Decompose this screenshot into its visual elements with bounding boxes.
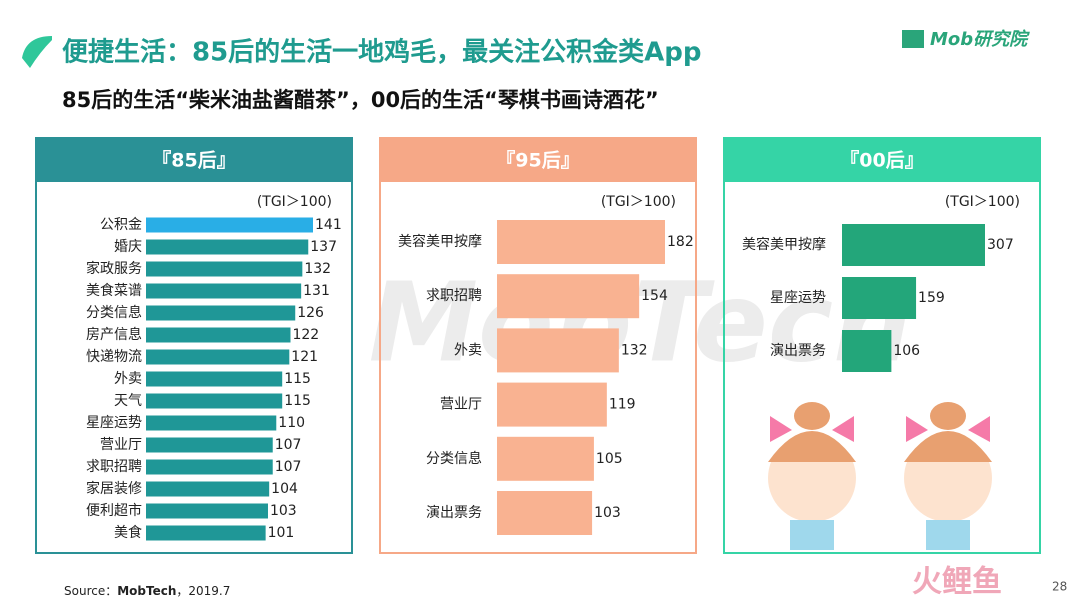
bar bbox=[146, 503, 268, 519]
bar bbox=[497, 436, 594, 481]
source-date: ，2019.7 bbox=[176, 584, 230, 598]
category-label: 公积金 bbox=[100, 217, 142, 233]
category-label: 快递物流 bbox=[86, 349, 142, 365]
category-label: 分类信息 bbox=[86, 304, 142, 321]
bar bbox=[146, 261, 303, 277]
panel-subtitle: (TGI＞100) bbox=[257, 194, 332, 210]
value-label: 107 bbox=[275, 459, 302, 475]
bar bbox=[146, 459, 273, 475]
value-label: 119 bbox=[609, 397, 636, 413]
bar bbox=[146, 393, 283, 409]
value-label: 132 bbox=[304, 261, 331, 277]
bar bbox=[842, 330, 892, 372]
value-label: 131 bbox=[303, 283, 330, 299]
value-label: 104 bbox=[271, 481, 298, 497]
panel-title: 『00后』 bbox=[840, 150, 923, 172]
panel-subtitle: (TGI＞100) bbox=[601, 194, 676, 210]
value-label: 154 bbox=[641, 288, 668, 304]
value-label: 115 bbox=[284, 393, 311, 409]
category-label: 便利超市 bbox=[86, 502, 142, 519]
value-label: 115 bbox=[284, 371, 311, 387]
value-label: 101 bbox=[268, 525, 295, 541]
page-number: 28 bbox=[1052, 580, 1067, 594]
panel-header bbox=[380, 138, 696, 182]
value-label: 159 bbox=[918, 290, 945, 306]
bar bbox=[146, 437, 273, 453]
category-label: 求职招聘 bbox=[426, 288, 482, 304]
category-label: 婚庆 bbox=[114, 239, 142, 255]
value-label: 132 bbox=[621, 342, 648, 358]
value-label: 137 bbox=[310, 239, 337, 255]
category-label: 星座运势 bbox=[770, 290, 826, 306]
value-label: 107 bbox=[275, 437, 302, 453]
bar bbox=[842, 224, 985, 266]
category-label: 演出票务 bbox=[426, 505, 482, 521]
title-icon bbox=[22, 36, 52, 68]
value-label: 106 bbox=[893, 343, 920, 359]
bar bbox=[146, 283, 302, 299]
panel-title: 『85后』 bbox=[152, 150, 235, 172]
value-label: 110 bbox=[278, 415, 305, 431]
panel-title: 『95后』 bbox=[496, 150, 579, 172]
girl-left bbox=[768, 402, 856, 550]
category-label: 美容美甲按摩 bbox=[398, 233, 482, 250]
bar bbox=[146, 481, 270, 497]
bar bbox=[146, 525, 266, 541]
bar bbox=[146, 349, 290, 365]
slide-subtitle: 85后的生活“柴米油盐酱醋茶”，00后的生活“琴棋书画诗酒花” bbox=[62, 88, 659, 112]
bar bbox=[842, 277, 917, 319]
category-label: 分类信息 bbox=[426, 450, 482, 467]
category-label: 求职招聘 bbox=[86, 459, 142, 475]
value-label: 307 bbox=[987, 237, 1014, 253]
value-label: 141 bbox=[315, 217, 342, 233]
source: Source：MobTech，2019.7 bbox=[64, 584, 230, 598]
category-label: 演出票务 bbox=[770, 343, 826, 359]
category-label: 营业厅 bbox=[440, 397, 482, 413]
category-label: 星座运势 bbox=[86, 415, 142, 431]
girl-right bbox=[904, 402, 992, 550]
bar bbox=[146, 239, 309, 255]
watermark: MobTech bbox=[369, 258, 912, 386]
bar bbox=[497, 220, 665, 264]
value-label: 126 bbox=[297, 305, 324, 321]
category-label: 家居装修 bbox=[86, 480, 142, 497]
bar bbox=[146, 217, 313, 233]
logo: Mob研究院 bbox=[930, 29, 1030, 50]
category-label: 营业厅 bbox=[100, 437, 142, 453]
value-label: 182 bbox=[667, 234, 694, 250]
category-label: 外卖 bbox=[454, 342, 482, 358]
bar bbox=[146, 415, 277, 431]
bar bbox=[146, 305, 296, 321]
bar bbox=[146, 327, 291, 343]
value-label: 103 bbox=[594, 505, 621, 521]
category-label: 家政服务 bbox=[86, 260, 142, 277]
category-label: 天气 bbox=[114, 393, 142, 409]
panel-header bbox=[36, 138, 352, 182]
corner-mark: 火鲤鱼 bbox=[912, 565, 1002, 600]
value-label: 122 bbox=[292, 327, 319, 343]
category-label: 房产信息 bbox=[86, 326, 142, 343]
category-label: 美容美甲按摩 bbox=[742, 236, 826, 253]
value-label: 121 bbox=[291, 349, 318, 365]
panel-subtitle: (TGI＞100) bbox=[945, 194, 1020, 210]
source-label: Source： bbox=[64, 584, 117, 598]
category-label: 美食菜谱 bbox=[86, 282, 142, 299]
bar bbox=[497, 274, 640, 319]
bar bbox=[497, 382, 607, 427]
category-label: 美食 bbox=[114, 524, 142, 541]
source-name: MobTech bbox=[117, 584, 176, 598]
value-label: 105 bbox=[596, 451, 623, 467]
bar bbox=[146, 371, 283, 387]
bar bbox=[497, 491, 593, 535]
bar bbox=[497, 328, 619, 373]
category-label: 外卖 bbox=[114, 371, 142, 387]
slide-title: 便捷生活：85后的生活一地鸡毛，最关注公积金类App bbox=[62, 37, 702, 68]
logo-icon bbox=[902, 30, 924, 48]
panel-header bbox=[724, 138, 1040, 182]
value-label: 103 bbox=[270, 503, 297, 519]
